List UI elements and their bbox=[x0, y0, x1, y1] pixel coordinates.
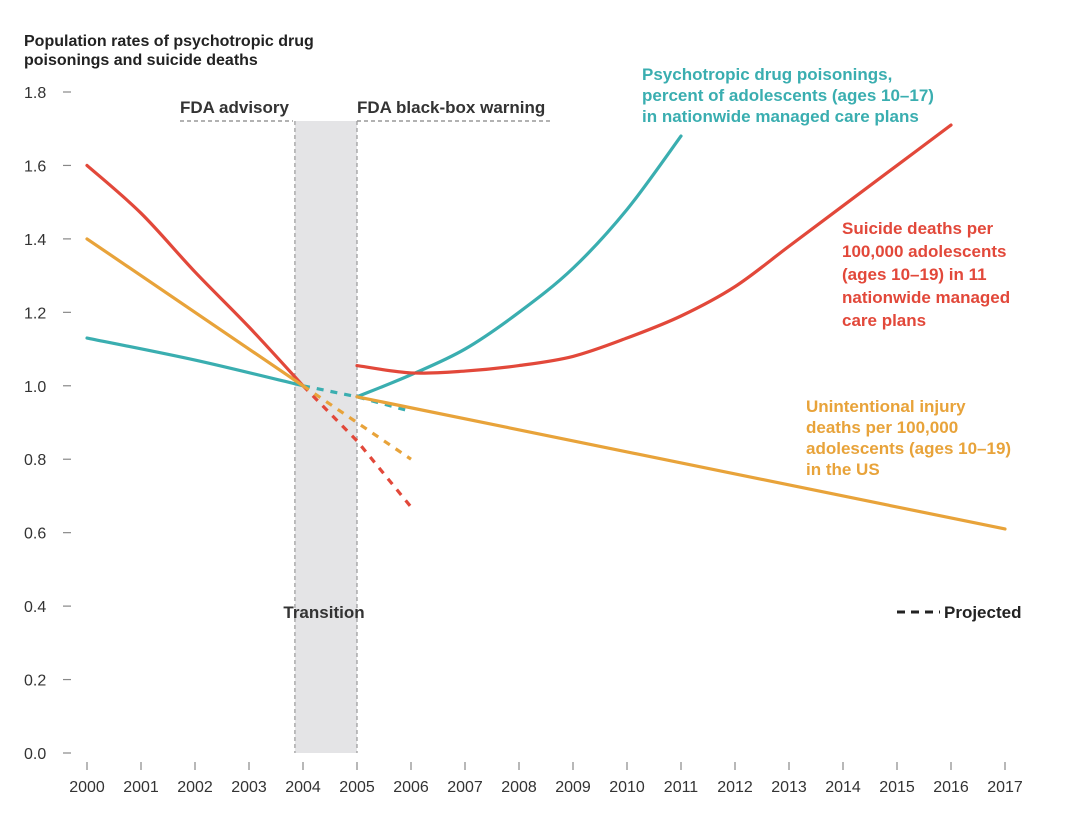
y-tick-label: 0.8 bbox=[24, 452, 46, 469]
psychotropic-line-projected bbox=[302, 384, 412, 414]
projected-legend-label: Projected bbox=[944, 603, 1021, 622]
psychotropic-line-post bbox=[355, 134, 683, 399]
chart-title-line-2: poisonings and suicide deaths bbox=[24, 52, 258, 69]
x-tick-label: 2012 bbox=[717, 779, 753, 796]
suicide-line-post bbox=[355, 123, 953, 375]
y-tick-label: 1.6 bbox=[24, 158, 46, 175]
injury-line-pre bbox=[85, 237, 305, 388]
transition-shade bbox=[294, 121, 357, 753]
suicide-label: care plans bbox=[842, 311, 926, 330]
suicide-label: Suicide deaths per bbox=[842, 219, 994, 238]
fda-advisory-label: FDA advisory bbox=[180, 98, 290, 117]
x-tick-label: 2006 bbox=[393, 779, 429, 796]
x-tick-label: 2010 bbox=[609, 779, 645, 796]
x-tick-label: 2009 bbox=[555, 779, 591, 796]
injury-line-post bbox=[355, 395, 1007, 531]
psychotropic-label: percent of adolescents (ages 10–17) bbox=[642, 86, 934, 105]
x-tick-label: 2002 bbox=[177, 779, 213, 796]
y-tick-label: 1.4 bbox=[24, 232, 46, 249]
psychotropic-line-pre bbox=[85, 336, 305, 388]
suicide-label: nationwide managed bbox=[842, 288, 1010, 307]
chart-title-line-1: Population rates of psychotropic drug bbox=[24, 33, 314, 50]
injury-label: in the US bbox=[806, 460, 880, 479]
y-tick-label: 1.0 bbox=[24, 379, 46, 396]
x-tick-label: 2001 bbox=[123, 779, 159, 796]
x-tick-label: 2004 bbox=[285, 779, 321, 796]
y-tick-label: 0.0 bbox=[24, 746, 46, 763]
x-tick-label: 2011 bbox=[664, 779, 699, 796]
injury-label: deaths per 100,000 bbox=[806, 418, 958, 437]
y-tick-label: 1.2 bbox=[24, 305, 46, 322]
x-tick-label: 2003 bbox=[231, 779, 267, 796]
x-tick-label: 2013 bbox=[771, 779, 807, 796]
x-axis: 2000 2001 2002 2003 2004 2005 2006 2007 2008 2009… bbox=[69, 762, 1023, 796]
y-tick-label: 0.2 bbox=[24, 673, 46, 690]
y-axis: 0.0 0.2 0.4 0.6 0.8 1.0 1.2 1.4 1.6 1.8 bbox=[24, 85, 71, 763]
x-tick-label: 2016 bbox=[933, 779, 969, 796]
suicide-line-pre bbox=[85, 163, 305, 388]
x-tick-label: 2017 bbox=[987, 779, 1023, 796]
transition-band bbox=[294, 121, 358, 753]
fda-warning-label: FDA black-box warning bbox=[357, 98, 545, 117]
x-tick-label: 2007 bbox=[447, 779, 483, 796]
y-tick-label: 1.8 bbox=[24, 85, 46, 102]
x-tick-label: 2000 bbox=[69, 779, 105, 796]
x-tick-label: 2015 bbox=[879, 779, 915, 796]
psychotropic-label: Psychotropic drug poisonings, bbox=[642, 65, 892, 84]
x-tick-label: 2005 bbox=[339, 779, 375, 796]
suicide-label: 100,000 adolescents bbox=[842, 242, 1006, 261]
psychotropic-label: in nationwide managed care plans bbox=[642, 107, 919, 126]
x-tick-label: 2014 bbox=[825, 779, 861, 796]
y-tick-label: 0.6 bbox=[24, 526, 46, 543]
series-labels: Psychotropic drug poisonings, percent of … bbox=[642, 65, 1011, 479]
injury-label: Unintentional injury bbox=[806, 397, 966, 416]
x-tick-label: 2008 bbox=[501, 779, 537, 796]
y-tick-label: 0.4 bbox=[24, 599, 46, 616]
transition-label: Transition bbox=[283, 603, 364, 622]
suicide-label: (ages 10–19) in 11 bbox=[842, 265, 987, 284]
series-layer bbox=[85, 123, 1007, 531]
injury-label: adolescents (ages 10–19) bbox=[806, 439, 1011, 458]
